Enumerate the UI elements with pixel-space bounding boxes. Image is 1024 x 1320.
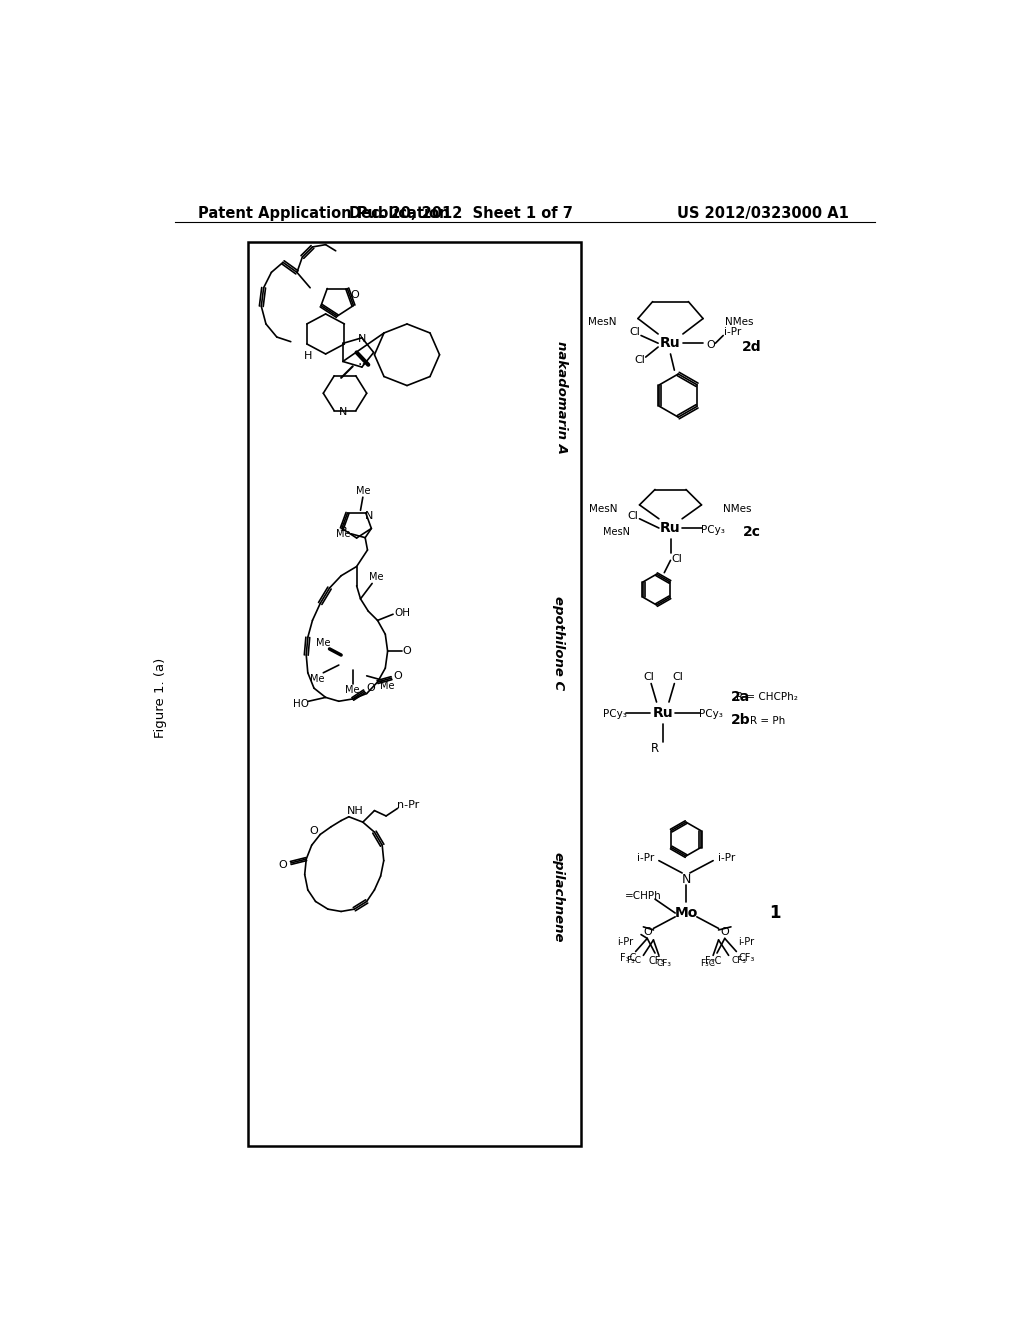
Text: O: O [643,927,651,937]
Text: MesN: MesN [603,527,630,537]
Text: MesN: MesN [589,504,617,513]
Text: Me: Me [380,681,394,690]
Text: F₃C: F₃C [620,953,636,962]
Text: nakadomarin A: nakadomarin A [555,341,568,454]
Text: R = Ph: R = Ph [750,715,785,726]
Text: NMes: NMes [725,317,754,327]
Text: PCy₃: PCy₃ [701,524,725,535]
Text: HO: HO [293,698,309,709]
FancyBboxPatch shape [248,242,582,1146]
Text: 2d: 2d [742,341,762,354]
Text: PCy₃: PCy₃ [698,709,723,719]
Text: Me: Me [369,573,383,582]
Text: epilachnene: epilachnene [552,853,564,942]
Text: O: O [720,927,729,937]
Text: O: O [707,339,715,350]
Text: R = CHCPh₂: R = CHCPh₂ [736,693,799,702]
Text: Cl: Cl [643,672,654,682]
Text: Mo: Mo [675,906,697,920]
Text: N: N [365,511,373,521]
Text: Me: Me [355,486,370,496]
Text: N: N [339,407,347,417]
Text: CF₃: CF₃ [648,956,665,966]
Text: Me: Me [336,529,350,539]
Text: i-Pr: i-Pr [718,853,735,862]
Text: O: O [402,647,412,656]
Text: ···: ··· [357,358,371,372]
Text: Me: Me [345,685,360,696]
Text: i-Pr: i-Pr [637,853,654,862]
Text: 2a: 2a [731,690,750,705]
Text: O: O [367,684,375,693]
Text: i-Pr: i-Pr [617,937,634,948]
Text: US 2012/0323000 A1: US 2012/0323000 A1 [677,206,849,222]
Text: n-Pr: n-Pr [396,800,419,810]
Text: O: O [393,671,402,681]
Text: Ru: Ru [660,337,681,350]
Text: =CHPh: =CHPh [625,891,662,902]
Text: i-Pr: i-Pr [738,937,755,948]
Text: S: S [339,523,346,533]
Text: O: O [309,825,318,836]
Text: Cl: Cl [673,672,684,682]
Text: Cl: Cl [628,511,639,520]
Text: F₃C: F₃C [626,956,641,965]
Text: Patent Application Publication: Patent Application Publication [198,206,450,222]
Text: 2b: 2b [730,714,750,727]
Text: H: H [303,351,312,360]
Text: F₃C: F₃C [705,956,721,966]
Text: R: R [651,742,659,755]
Text: NH: NH [347,805,364,816]
Text: CF₃: CF₃ [738,953,755,962]
Text: Figure 1. (a): Figure 1. (a) [154,657,167,738]
Text: Ru: Ru [660,521,681,535]
Text: N: N [681,873,690,886]
Text: epothilone C: epothilone C [552,597,564,690]
Text: Dec. 20, 2012  Sheet 1 of 7: Dec. 20, 2012 Sheet 1 of 7 [349,206,573,222]
Text: Cl: Cl [630,327,640,338]
Text: N: N [357,334,367,345]
Text: PCy₃: PCy₃ [603,709,627,719]
Text: MesN: MesN [588,317,616,327]
Text: F₃C: F₃C [700,958,715,968]
Text: Ru: Ru [652,706,673,719]
Text: 1: 1 [769,904,781,921]
Text: CF₃: CF₃ [731,956,746,965]
Text: OH: OH [394,607,411,618]
Text: 2c: 2c [742,525,761,539]
Text: NMes: NMes [723,504,752,513]
Text: Me: Me [316,638,331,648]
Text: O: O [350,289,358,300]
Text: Cl: Cl [634,355,645,366]
Text: Me: Me [310,675,325,684]
Text: CF₃: CF₃ [656,958,672,968]
Text: O: O [279,861,288,870]
Text: Cl: Cl [672,554,682,564]
Text: i-Pr: i-Pr [724,327,741,338]
